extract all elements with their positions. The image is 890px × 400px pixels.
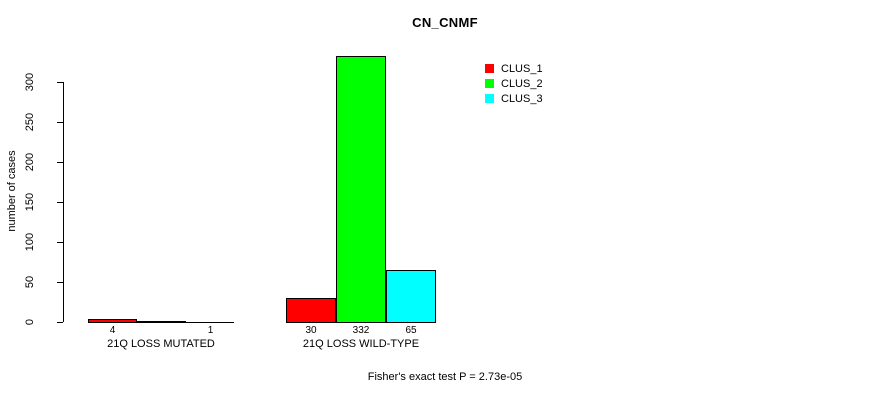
bar-group-1-clus-2[interactable] <box>336 56 386 323</box>
y-tick-label-100: 100 <box>24 232 36 252</box>
legend-item-clus-1[interactable]: CLUS_1 <box>484 61 543 76</box>
legend: CLUS_1 CLUS_2 CLUS_3 <box>484 61 543 106</box>
y-axis-title: number of cases <box>6 150 18 232</box>
legend-swatch-icon-clus-3 <box>484 93 495 104</box>
chart-title: CN_CNMF <box>412 15 478 30</box>
y-tick-300 <box>57 82 63 83</box>
y-tick-label-0: 0 <box>24 318 36 326</box>
bar-value-label-group-1-clus-2: 332 <box>352 325 370 336</box>
legend-label-clus-3: CLUS_3 <box>501 92 543 105</box>
y-tick-250 <box>57 122 63 123</box>
y-tick-label-50: 50 <box>24 275 36 289</box>
legend-item-clus-2[interactable]: CLUS_2 <box>484 76 543 91</box>
legend-label-clus-1: CLUS_1 <box>501 62 543 75</box>
bar-value-label-group-1-clus-3: 65 <box>405 325 417 336</box>
legend-swatch-icon-clus-1 <box>484 63 495 74</box>
bar-group-0-clus-1[interactable] <box>88 319 137 323</box>
y-tick-50 <box>57 282 63 283</box>
bar-value-label-group-1-clus-1: 30 <box>305 325 317 336</box>
y-tick-label-200: 200 <box>24 152 36 172</box>
legend-label-clus-2: CLUS_2 <box>501 77 543 90</box>
y-tick-200 <box>57 162 63 163</box>
legend-item-clus-3[interactable]: CLUS_3 <box>484 91 543 106</box>
bar-value-label-group-0-clus-2: 1 <box>207 325 214 336</box>
y-tick-100 <box>57 242 63 243</box>
y-tick-0 <box>57 322 63 323</box>
group-label-21q-loss-mutated: 21Q LOSS MUTATED <box>107 338 215 350</box>
legend-swatch-icon-clus-2 <box>484 78 495 89</box>
y-tick-label-150: 150 <box>24 192 36 212</box>
bar-group-0-clus-2[interactable] <box>137 321 186 323</box>
y-tick-label-250: 250 <box>24 112 36 132</box>
bar-group-1-clus-3[interactable] <box>386 270 436 323</box>
group-label-21q-loss-wild-type: 21Q LOSS WILD-TYPE <box>302 338 420 350</box>
y-axis-line <box>63 82 64 322</box>
y-tick-150 <box>57 202 63 203</box>
bar-group-1-clus-1[interactable] <box>286 298 336 323</box>
statistical-test-annotation: Fisher's exact test P = 2.73e-05 <box>367 371 523 383</box>
bar-value-label-group-0-clus-1: 4 <box>109 325 116 336</box>
y-tick-label-300: 300 <box>24 72 36 92</box>
